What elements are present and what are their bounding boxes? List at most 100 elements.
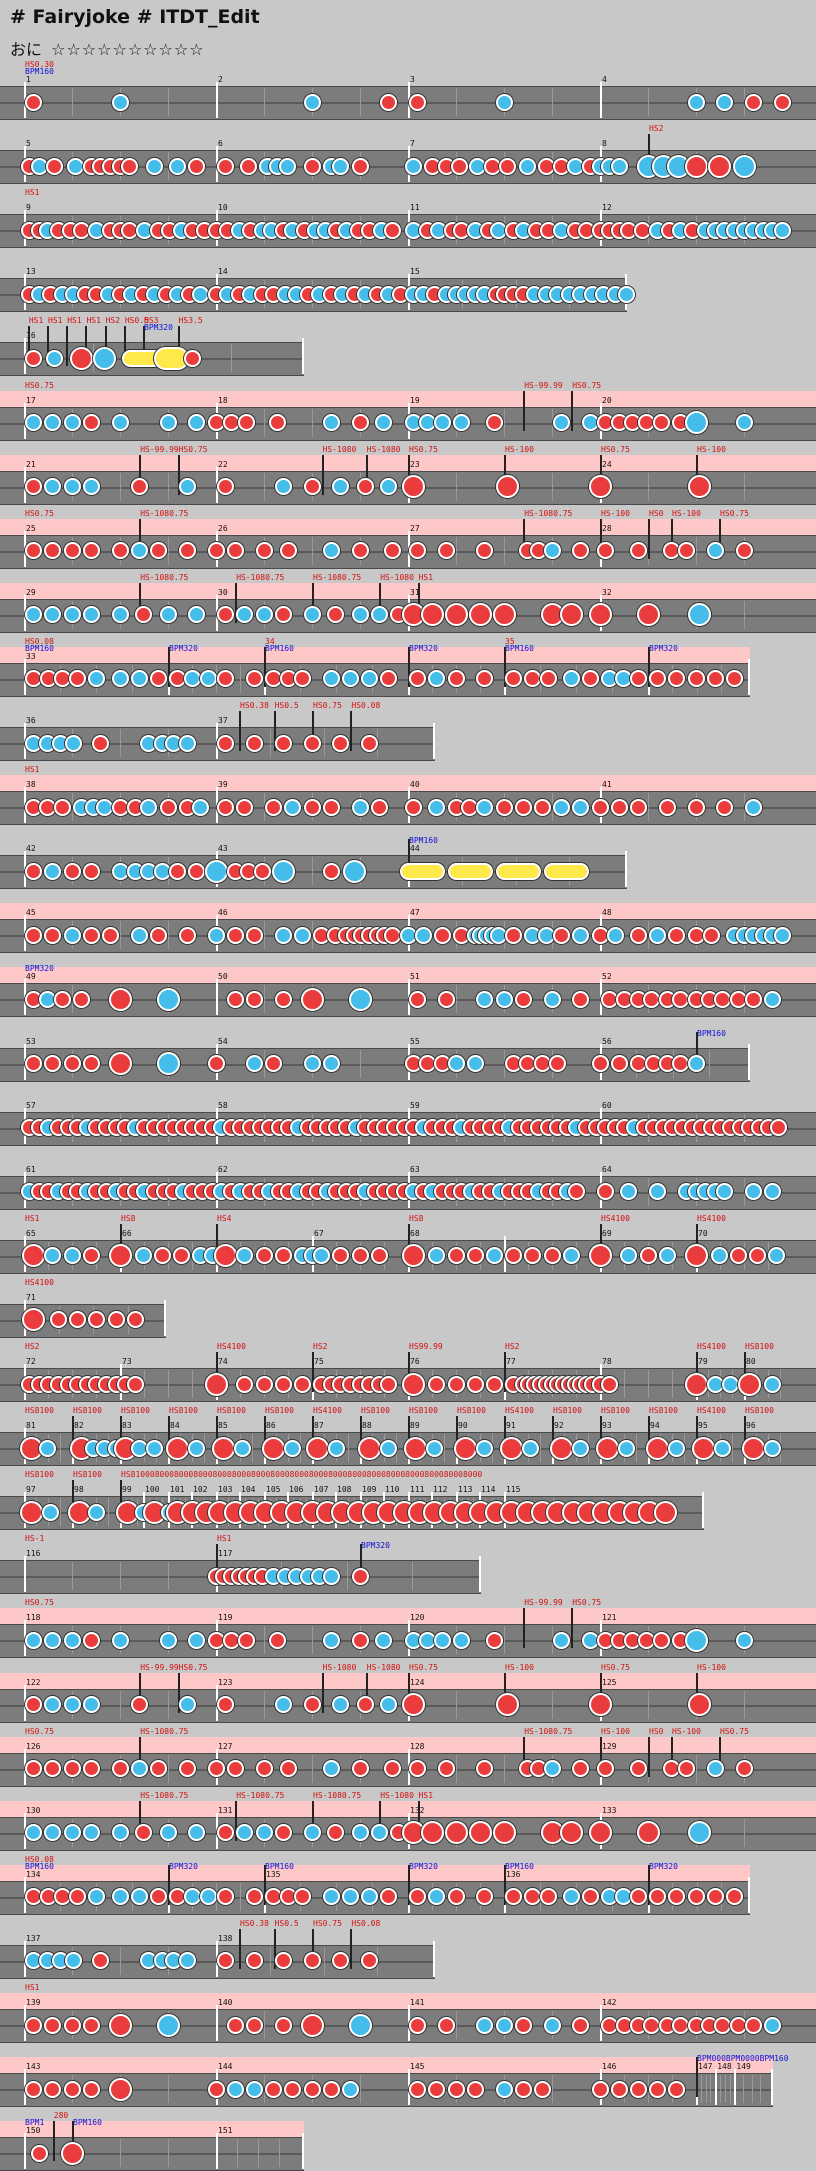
scroll-speed-label: HS0.5 xyxy=(274,701,299,710)
scroll-speed-label: HS8100 xyxy=(745,1342,774,1351)
event-marker-line xyxy=(177,454,180,495)
don-note xyxy=(217,1824,235,1842)
measure-bar-line xyxy=(24,1812,26,1849)
event-marker-line xyxy=(408,454,410,495)
measure-number: 107 xyxy=(314,1485,329,1495)
don-note xyxy=(677,1760,695,1778)
ka-note xyxy=(716,1183,734,1201)
event-marker-line xyxy=(321,454,324,495)
don-note xyxy=(745,93,763,111)
ka-note xyxy=(159,606,177,624)
ka-note xyxy=(714,1439,732,1457)
don-note xyxy=(505,1888,523,1906)
measure-number: 146 xyxy=(602,2062,617,2072)
scroll-speed-label: HS-1080 xyxy=(322,1662,357,1672)
measure-bar-line xyxy=(408,530,410,567)
scroll-speed-label: HS8100 xyxy=(457,1406,486,1416)
event-marker-line xyxy=(696,2057,698,2098)
don-note xyxy=(601,1375,619,1393)
don-note xyxy=(428,1375,446,1393)
measure-number: 15 xyxy=(410,267,420,277)
don-note xyxy=(684,154,708,178)
ka-note xyxy=(485,1247,503,1265)
don-note xyxy=(217,1888,235,1906)
don-note xyxy=(217,1696,235,1713)
don-note xyxy=(25,1760,43,1778)
ka-note xyxy=(130,1888,148,1906)
event-marker-line xyxy=(600,518,602,559)
don-note xyxy=(549,1055,567,1072)
scroll-speed-band xyxy=(0,390,816,407)
measure-number: 14 xyxy=(218,267,228,277)
ka-note xyxy=(130,542,148,560)
scroll-speed-label: HS-1080.75 xyxy=(524,508,573,518)
measure-number: 109 xyxy=(362,1485,377,1495)
measure-number: 93 xyxy=(602,1421,612,1431)
scroll-speed-label: HS-1080.75 xyxy=(140,1790,189,1800)
event-marker-line xyxy=(504,1672,506,1713)
measure-bar-line xyxy=(24,979,26,1016)
don-note xyxy=(437,542,455,560)
measure-bar-line xyxy=(24,338,26,375)
don-note xyxy=(684,1244,708,1268)
ka-note xyxy=(606,926,624,944)
don-note xyxy=(725,670,743,688)
ka-note xyxy=(618,285,636,303)
don-note xyxy=(636,1821,660,1845)
don-note xyxy=(688,1693,712,1716)
ka-note xyxy=(188,1631,206,1649)
beat-line xyxy=(360,1049,361,1078)
measure-number: 133 xyxy=(602,1805,617,1815)
event-marker-line xyxy=(571,390,574,431)
measure-number: 74 xyxy=(218,1357,228,1366)
measure-number: 50 xyxy=(218,972,228,982)
scroll-speed-band xyxy=(0,1864,750,1881)
don-note xyxy=(73,990,91,1008)
don-note xyxy=(149,1760,167,1778)
scroll-speed-label: HS2 xyxy=(105,316,121,326)
don-note xyxy=(588,1821,612,1845)
don-note xyxy=(361,734,379,752)
measure-number: 65 xyxy=(26,1228,36,1238)
measure-number: 117 xyxy=(218,1549,233,1559)
bpm-change-label: BPM160 xyxy=(505,643,534,653)
measure-number: 16 xyxy=(26,331,36,341)
measure-number: 141 xyxy=(410,1998,425,2007)
don-note xyxy=(384,926,402,944)
ka-note xyxy=(322,1567,340,1585)
measure-number: 68 xyxy=(410,1228,420,1238)
don-note xyxy=(702,926,720,944)
ka-note xyxy=(255,1824,273,1842)
beat-line xyxy=(72,1562,73,1591)
don-note xyxy=(380,670,398,688)
don-note xyxy=(466,1247,484,1265)
scroll-speed-label: HS0 xyxy=(649,508,664,518)
measure-bar-line xyxy=(216,787,218,824)
event-marker-line xyxy=(696,454,698,495)
measure-number: 80 xyxy=(746,1357,756,1366)
measure-bar-line xyxy=(24,1684,26,1721)
measure-number: 55 xyxy=(410,1036,420,1046)
measure-number: 116 xyxy=(26,1549,41,1559)
ka-note xyxy=(399,926,417,944)
ka-note xyxy=(735,414,753,431)
don-note xyxy=(82,2080,100,2098)
lane-center-line xyxy=(0,2089,773,2092)
ka-note xyxy=(156,987,180,1011)
ka-note xyxy=(495,990,513,1008)
don-note xyxy=(153,1247,171,1265)
ka-note xyxy=(274,1696,292,1713)
ka-note xyxy=(668,1439,686,1457)
beat-line xyxy=(312,536,313,565)
ka-note xyxy=(688,1821,712,1845)
don-note xyxy=(274,1824,292,1842)
ka-note xyxy=(178,478,196,496)
don-note xyxy=(492,603,516,627)
scroll-speed-label: HS-100 xyxy=(672,508,701,518)
measure-bar-line xyxy=(216,723,218,759)
don-note xyxy=(646,1436,670,1460)
ka-note xyxy=(361,1888,379,1906)
ka-note xyxy=(82,1824,100,1842)
ka-note xyxy=(207,926,225,944)
don-note xyxy=(25,542,43,560)
